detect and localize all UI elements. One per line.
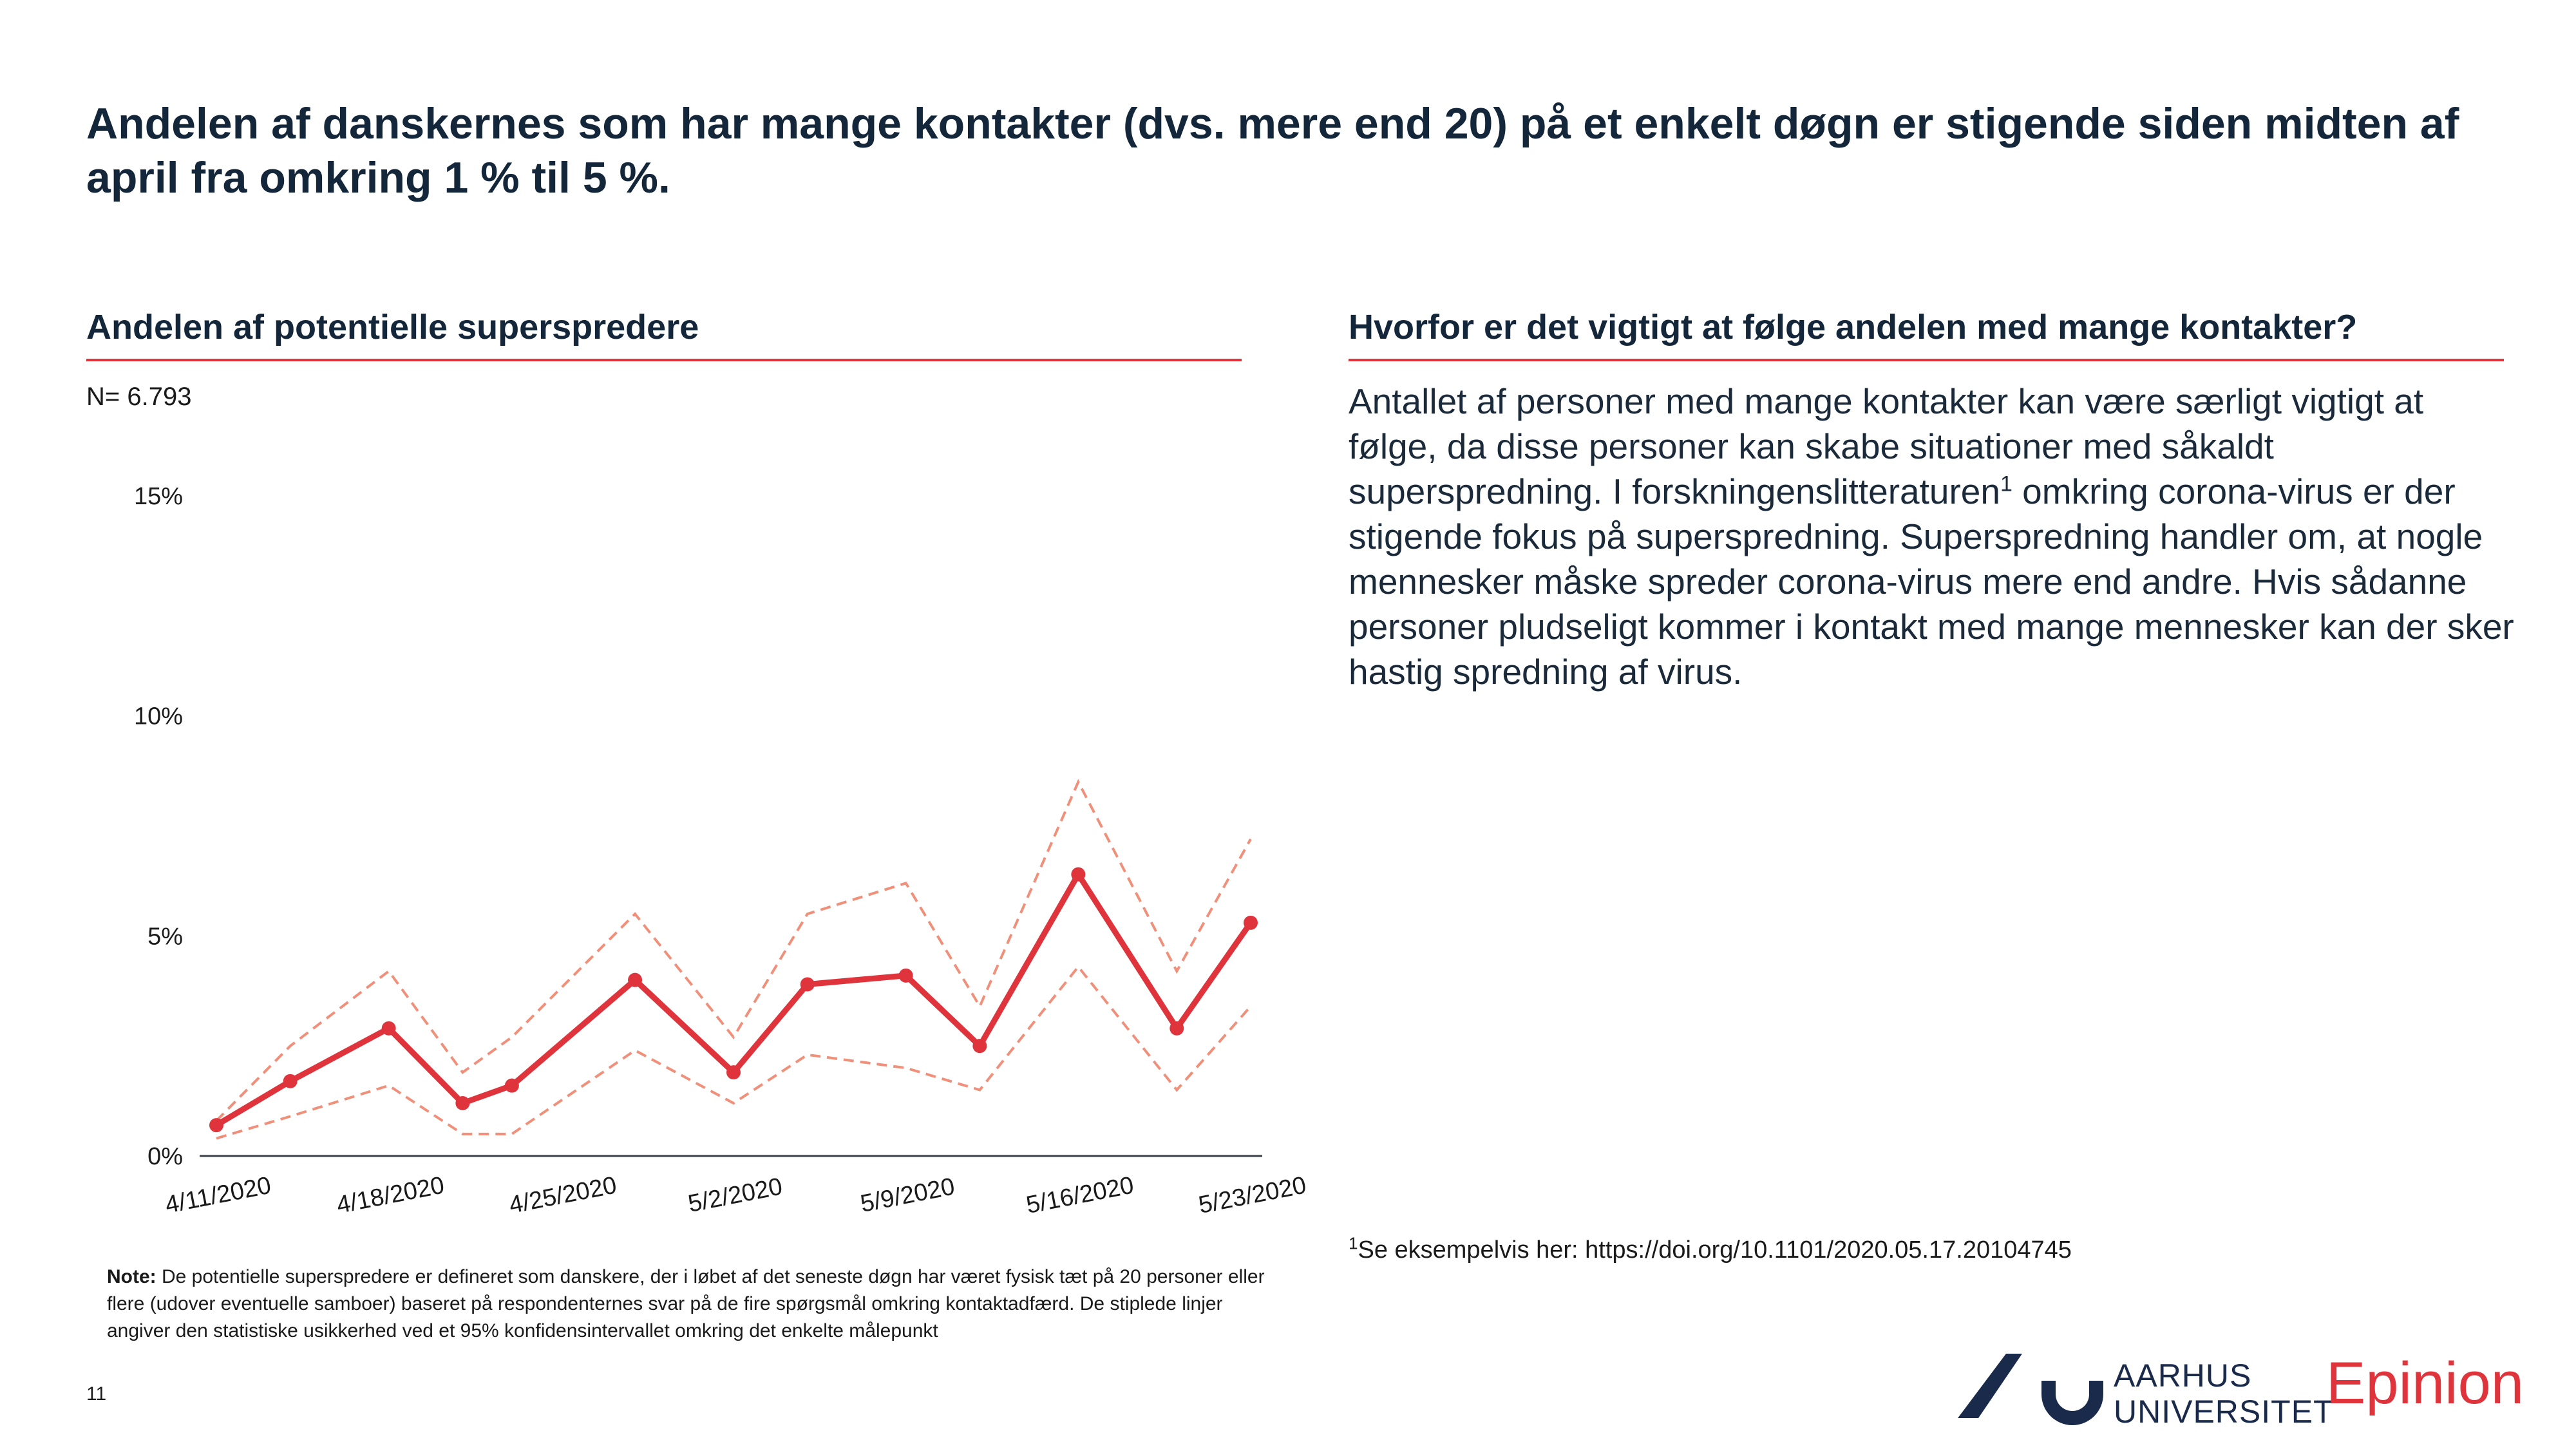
aarhus-university-logo-mark [1958, 1354, 2103, 1425]
y-tick-label: 0% [147, 1143, 183, 1170]
main-series-line [214, 871, 1253, 1128]
x-tick-label: 4/11/2020 [163, 1172, 273, 1219]
sample-size-label: N= 6.793 [86, 383, 192, 411]
x-tick-label: 4/18/2020 [334, 1171, 446, 1218]
explanation-part-1: Antallet af personer med mange kontakter… [1349, 381, 2424, 511]
page-number: 11 [86, 1383, 107, 1405]
left-section-title: Andelen af potentielle superspredere [86, 308, 699, 346]
data-point [1244, 915, 1258, 930]
y-tick-label: 5% [147, 923, 183, 950]
y-tick-label: 10% [134, 703, 183, 730]
right-section-title: Hvorfor er det vigtigt at følge andelen … [1349, 308, 2358, 346]
data-point [283, 1074, 298, 1088]
explanation-paragraph: Antallet af personer med mange kontakter… [1349, 379, 2521, 694]
chart-note: Note: De potentielle superspredere er de… [107, 1264, 1285, 1345]
data-point [1170, 1021, 1184, 1036]
y-tick-label: 15% [134, 483, 183, 510]
footnote-reference: 1 [2000, 471, 2012, 497]
note-label: Note: [107, 1266, 156, 1287]
explanation-part-2: omkring corona-virus er der stigende fok… [1349, 471, 2514, 692]
data-point [504, 1078, 519, 1093]
data-point [209, 1118, 223, 1133]
x-tick-label: 5/9/2020 [858, 1173, 957, 1217]
x-tick-label: 5/23/2020 [1197, 1171, 1309, 1218]
data-point [972, 1039, 987, 1054]
x-tick-label: 5/2/2020 [686, 1173, 784, 1217]
footnote-text: Se eksempelvis her: https://doi.org/10.1… [1358, 1236, 2072, 1264]
lower-ci-line [216, 964, 1252, 1140]
au-line-2: UNIVERSITET [2114, 1394, 2334, 1430]
data-point [381, 1021, 396, 1036]
data-point [898, 968, 913, 983]
note-text: De potentielle superspredere er definere… [107, 1266, 1265, 1341]
au-line-1: AARHUS [2114, 1358, 2252, 1394]
headline: Andelen af danskernes som har mange kont… [86, 99, 2459, 202]
au-emblem-icon [1958, 1354, 2103, 1425]
x-tick-label: 4/25/2020 [507, 1171, 619, 1218]
upper-ci-line [215, 779, 1252, 1122]
epinion-logo: Epinion [2326, 1350, 2524, 1416]
data-point [800, 977, 815, 992]
aarhus-university-wordmark: AARHUS UNIVERSITET [2114, 1358, 2334, 1430]
right-title-rule [1349, 359, 2504, 361]
data-point [455, 1096, 470, 1110]
left-title-rule [86, 359, 1242, 361]
footnote: 1Se eksempelvis her: https://doi.org/10.… [1349, 1233, 2072, 1264]
data-point [628, 972, 643, 987]
data-point [1071, 867, 1086, 882]
footnote-marker: 1 [1349, 1233, 1358, 1253]
x-tick-label: 5/16/2020 [1024, 1171, 1136, 1218]
data-point [726, 1065, 741, 1080]
